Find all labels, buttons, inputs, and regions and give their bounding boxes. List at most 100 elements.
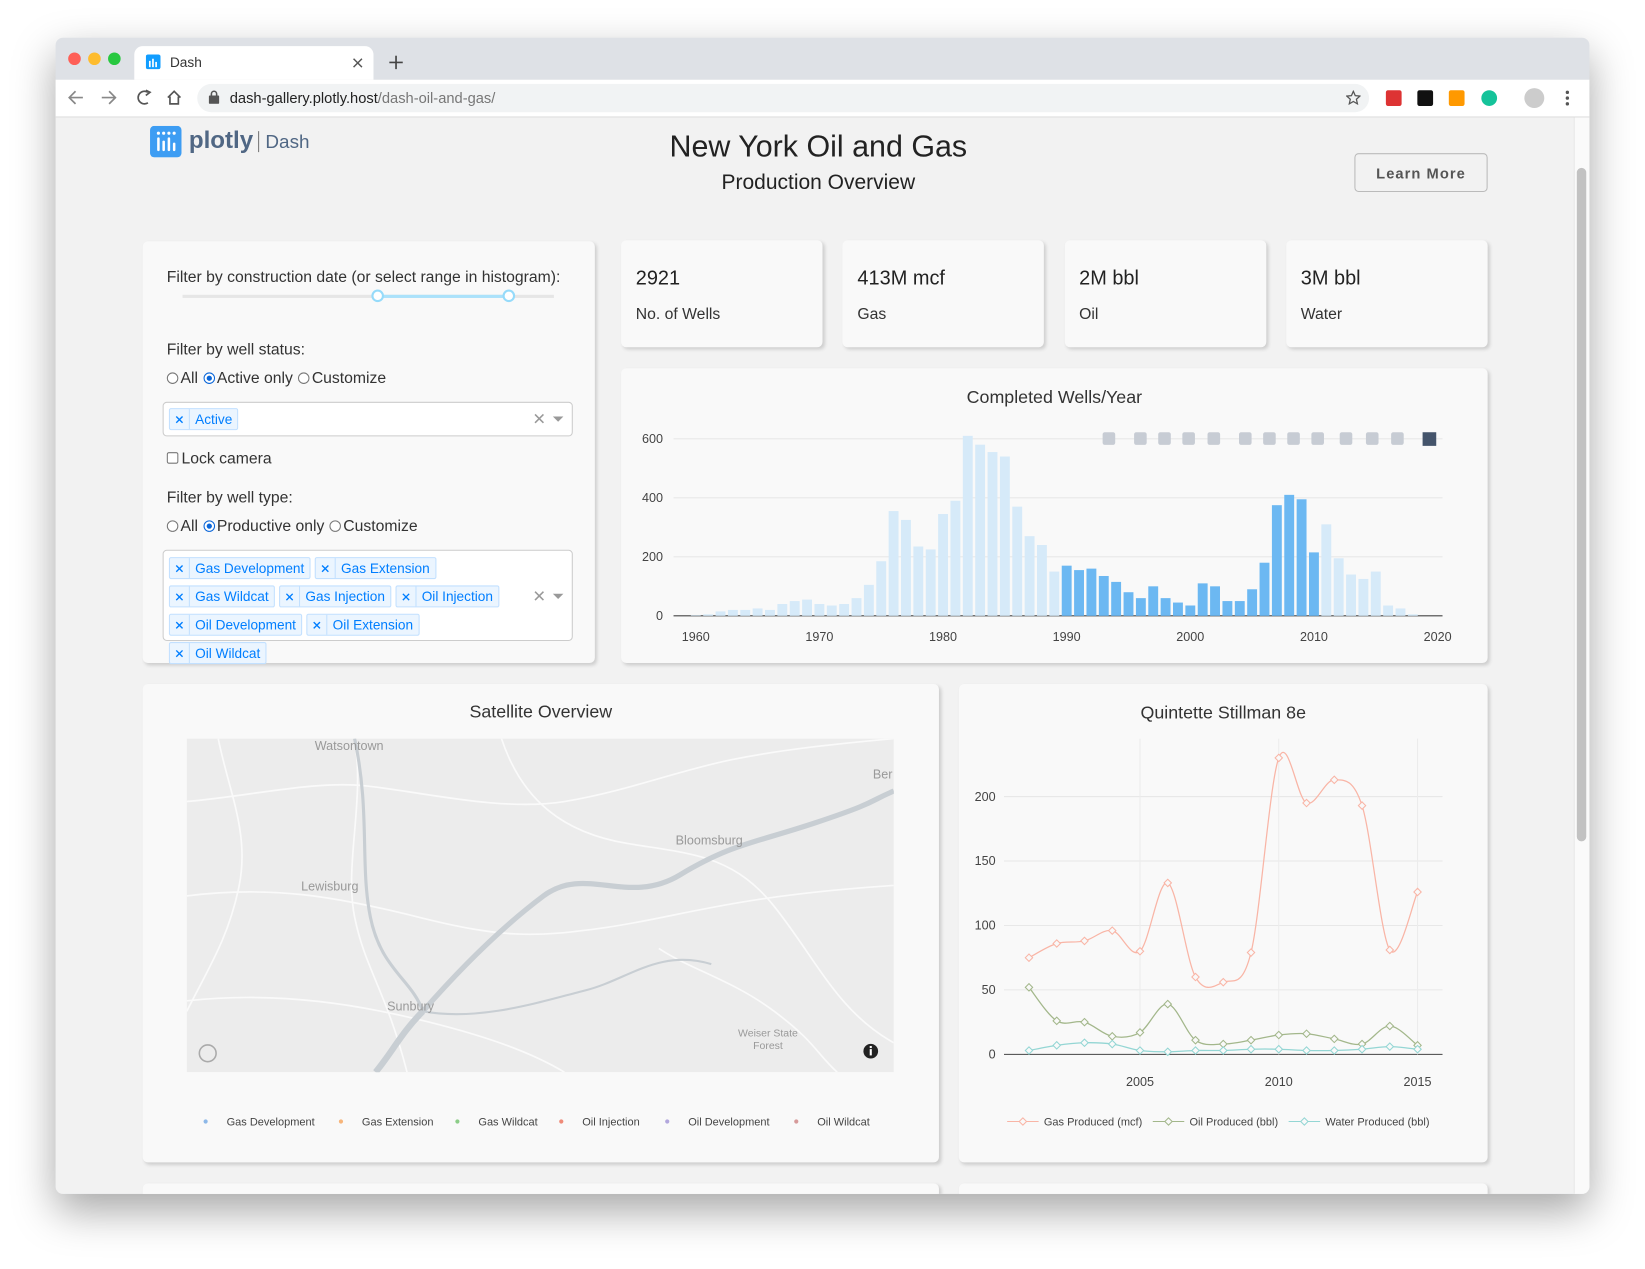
maximize-button[interactable]: [108, 52, 121, 66]
profile-icon[interactable]: [1524, 88, 1545, 109]
bar[interactable]: [1296, 499, 1307, 616]
bar[interactable]: [1086, 568, 1097, 616]
radio-button[interactable]: [166, 520, 179, 532]
point-marker[interactable]: [1107, 1039, 1117, 1049]
bar[interactable]: [1135, 598, 1146, 616]
tab[interactable]: [134, 46, 374, 80]
point-marker[interactable]: [1052, 1016, 1062, 1026]
point-marker[interactable]: [1024, 953, 1034, 963]
address-bar[interactable]: [197, 83, 1370, 113]
bar[interactable]: [1358, 578, 1369, 616]
radio-option[interactable]: All: [166, 369, 198, 387]
bar[interactable]: [1346, 574, 1356, 616]
bar[interactable]: [715, 611, 726, 616]
bar[interactable]: [1160, 598, 1171, 616]
point-marker[interactable]: [1385, 945, 1395, 955]
bookmark-star[interactable]: [1346, 90, 1361, 105]
bar[interactable]: [1012, 506, 1023, 616]
dropdown-controls[interactable]: [534, 413, 565, 424]
bar[interactable]: [740, 609, 751, 616]
bar[interactable]: [1111, 581, 1122, 616]
tag-remove[interactable]: [280, 586, 301, 607]
point-marker[interactable]: [1163, 1047, 1173, 1057]
tag-remove[interactable]: [170, 614, 190, 635]
point-marker[interactable]: [1163, 999, 1173, 1009]
slider-track[interactable]: [182, 294, 554, 298]
bar[interactable]: [987, 452, 998, 616]
bar[interactable]: [1173, 602, 1183, 616]
bar[interactable]: [789, 601, 800, 616]
point-marker[interactable]: [1024, 1046, 1034, 1055]
bar[interactable]: [1024, 536, 1035, 616]
bar[interactable]: [901, 519, 911, 616]
bar[interactable]: [1259, 562, 1270, 616]
tab-close[interactable]: [353, 58, 363, 68]
radio-button[interactable]: [329, 520, 342, 532]
point-marker[interactable]: [1274, 1044, 1284, 1054]
bar[interactable]: [765, 609, 775, 616]
radio-button[interactable]: [298, 372, 310, 384]
menu-button[interactable]: [1564, 90, 1570, 106]
point-marker[interactable]: [1080, 1038, 1089, 1048]
bar[interactable]: [999, 456, 1010, 616]
point-marker[interactable]: [1218, 977, 1228, 987]
modebar-button[interactable]: [1134, 432, 1147, 445]
bar[interactable]: [1309, 552, 1319, 616]
point-marker[interactable]: [1080, 1017, 1089, 1027]
nav-buttons[interactable]: [67, 88, 188, 107]
modebar-button[interactable]: [1339, 432, 1353, 445]
bar[interactable]: [1148, 586, 1159, 616]
legend-label[interactable]: Gas Produced (mcf): [1044, 1117, 1142, 1129]
bar[interactable]: [1395, 608, 1406, 616]
point-marker[interactable]: [1107, 1031, 1117, 1041]
point-marker[interactable]: [1191, 972, 1200, 982]
radio-button[interactable]: [203, 372, 215, 384]
bar[interactable]: [752, 608, 763, 616]
bar[interactable]: [1037, 545, 1047, 616]
bar[interactable]: [1370, 571, 1381, 616]
radio-option[interactable]: Active only: [203, 369, 293, 387]
point-marker[interactable]: [1329, 775, 1339, 785]
point-marker[interactable]: [1135, 1028, 1145, 1037]
point-marker[interactable]: [1385, 1042, 1395, 1052]
slider-handle[interactable]: [502, 289, 516, 303]
point-marker[interactable]: [1191, 1046, 1200, 1055]
bar[interactable]: [1123, 592, 1134, 616]
point-marker[interactable]: [1329, 1034, 1339, 1044]
extension-icon[interactable]: [1385, 90, 1402, 106]
point-marker[interactable]: [1274, 1030, 1284, 1040]
radio-option[interactable]: Customize: [329, 517, 418, 535]
bar[interactable]: [814, 604, 825, 616]
bar[interactable]: [1185, 605, 1196, 616]
point-marker[interactable]: [1302, 1029, 1311, 1039]
bar[interactable]: [863, 584, 874, 616]
dropdown-controls[interactable]: [534, 591, 565, 601]
minimize-button[interactable]: [88, 52, 101, 66]
point-marker[interactable]: [1274, 753, 1284, 763]
bar[interactable]: [1271, 505, 1282, 616]
bar[interactable]: [1333, 558, 1344, 616]
bar[interactable]: [1197, 583, 1208, 616]
status-dropdown[interactable]: Active: [162, 401, 573, 437]
bar[interactable]: [1061, 565, 1072, 616]
tag-remove[interactable]: [170, 643, 190, 664]
point-marker[interactable]: [1357, 801, 1367, 811]
bar[interactable]: [876, 561, 887, 616]
bar[interactable]: [925, 549, 936, 616]
bar[interactable]: [975, 444, 986, 616]
modebar-button[interactable]: [1287, 432, 1300, 445]
legend-label[interactable]: Water Produced (bbl): [1325, 1117, 1429, 1129]
bar[interactable]: [938, 514, 948, 616]
point-marker[interactable]: [1413, 887, 1422, 897]
radio-option[interactable]: Productive only: [203, 517, 324, 535]
point-marker[interactable]: [1302, 1046, 1311, 1055]
modebar-button[interactable]: [1365, 432, 1379, 445]
bar[interactable]: [1284, 494, 1295, 616]
bar[interactable]: [962, 435, 973, 616]
bar[interactable]: [826, 605, 837, 616]
modebar-button[interactable]: [1102, 432, 1116, 445]
bar[interactable]: [1321, 524, 1332, 616]
scrollbar-thumb[interactable]: [1576, 167, 1587, 842]
radio-option[interactable]: All: [166, 517, 198, 535]
radio-option[interactable]: Customize: [298, 369, 386, 387]
